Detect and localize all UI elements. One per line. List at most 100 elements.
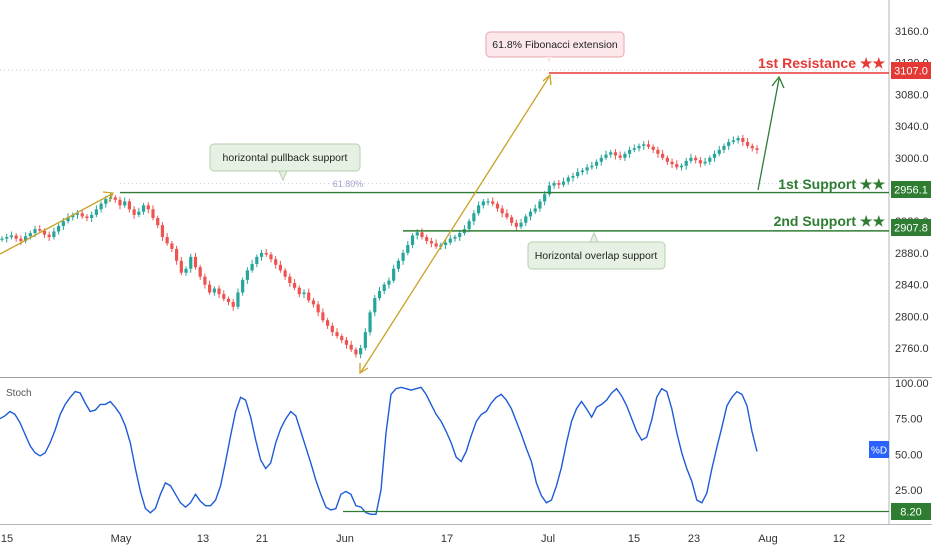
candle-body [486, 201, 490, 203]
candle-body [156, 218, 160, 226]
support-2-label: 2nd Support ★★ [774, 213, 886, 229]
fib-callout-text: 61.8% Fibonacci extension [492, 39, 618, 51]
candle-body [52, 231, 56, 238]
candle-body [123, 201, 127, 206]
candle-body [368, 312, 372, 333]
candle-body [745, 141, 750, 146]
candle-body [679, 165, 684, 168]
candle-body [698, 160, 702, 164]
candle-body [127, 201, 132, 210]
candle-body [363, 332, 367, 348]
candle-body [613, 152, 618, 156]
candle-body [420, 232, 424, 238]
candle-body [566, 177, 570, 182]
candle-body [429, 241, 434, 244]
candle-body [297, 287, 301, 295]
trend-arrows [0, 73, 785, 375]
candle-body [755, 148, 759, 150]
candle-body [104, 199, 108, 204]
candle-body [47, 234, 51, 238]
early-uptrend-arrow [0, 193, 113, 255]
fib-arrowhead-top [542, 73, 552, 86]
resistance-1-badge-text: 3107.0 [894, 66, 928, 78]
candle-body [94, 209, 98, 215]
candle-body [547, 185, 551, 195]
candle-body [113, 197, 117, 200]
candle-body [222, 294, 226, 299]
candle-body [259, 252, 264, 257]
candle-body [255, 256, 259, 264]
resistance-1-label: 1st Resistance ★★ [758, 55, 885, 71]
candle-body [28, 233, 32, 237]
price-tick-label: 3000.0 [895, 153, 929, 165]
candle-body [661, 153, 665, 158]
stoch-tick-label: 25.00 [895, 485, 923, 497]
candle-body [241, 279, 245, 293]
candle-body [387, 280, 391, 285]
candle-body [425, 237, 429, 242]
candle-body [694, 157, 698, 161]
candle-body [528, 211, 533, 217]
candle-body [604, 154, 608, 158]
candle-body [264, 252, 268, 255]
time-tick-label: 12 [833, 533, 845, 545]
candle-body [80, 213, 84, 217]
candle-body [722, 145, 726, 150]
candle-body [689, 157, 693, 161]
early-uptrend-arrowhead [102, 191, 114, 203]
stoch-title: Stoch [6, 388, 32, 399]
candle-body [491, 201, 495, 204]
candle-body [727, 141, 731, 146]
candle-body [458, 233, 462, 238]
candle-body [99, 203, 103, 210]
candle-body [359, 348, 363, 355]
candle-body [250, 263, 254, 271]
candle-body [118, 199, 122, 206]
candle-body [231, 302, 235, 307]
candle-body [717, 149, 721, 154]
candle-body [741, 137, 745, 142]
candle-body [189, 256, 193, 269]
fib-level-label: 61.80% [333, 179, 364, 189]
candle-body [609, 152, 613, 155]
fib-callout: 61.8% Fibonacci extension [485, 31, 625, 63]
candle-body [590, 165, 594, 168]
candle-body [23, 236, 28, 242]
candle-body [212, 288, 216, 293]
stoch-series-badge [869, 441, 889, 458]
price-tick-label: 2800.0 [895, 311, 929, 323]
candle-body [656, 149, 660, 154]
candle-body [203, 276, 207, 285]
time-axis: 15 May 13 21 Jun 17 Jul 15 23 Aug 12 [1, 533, 845, 545]
candle-body [599, 157, 603, 162]
fib-extension-arrow [360, 76, 550, 373]
candle-body [392, 268, 396, 281]
candle-body [302, 292, 306, 295]
candle-body [401, 252, 405, 261]
candle-body [434, 243, 438, 247]
time-tick-label: 15 [1, 533, 13, 545]
candle-body [703, 161, 707, 164]
price-tick-label: 3160.0 [895, 26, 929, 38]
candle-body [557, 183, 561, 185]
candle-body [9, 235, 14, 238]
stoch-axis: 100.00 75.00 50.00 25.00 [895, 378, 929, 497]
candle-body [245, 270, 249, 280]
candle-body [5, 237, 9, 239]
candle-body [495, 203, 500, 209]
price-tick-label: 2880.0 [895, 248, 929, 260]
candle-body [585, 167, 589, 171]
candle-body [349, 344, 353, 350]
candle-body [623, 153, 627, 158]
candle-body [283, 270, 287, 277]
candle-body [377, 290, 382, 299]
candle-body [594, 161, 599, 166]
candle-body [226, 298, 231, 303]
level-lines [120, 72, 889, 232]
candle-body [288, 276, 292, 284]
candle-body [61, 221, 65, 226]
stoch-series-line [0, 386, 758, 515]
time-tick-label: Aug [758, 533, 778, 545]
